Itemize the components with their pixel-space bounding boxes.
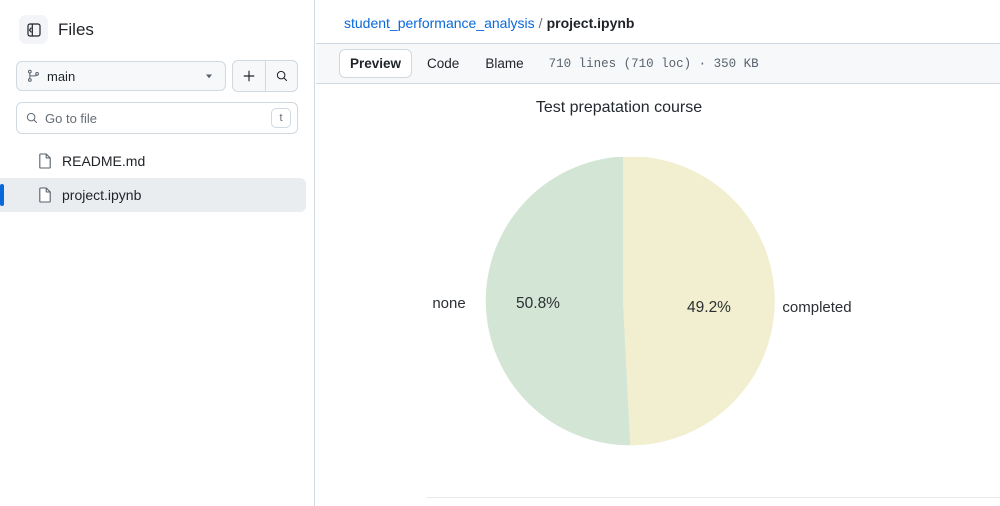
- svg-text:49.2%: 49.2%: [687, 299, 731, 316]
- svg-text:none: none: [432, 295, 465, 312]
- svg-text:50.8%: 50.8%: [516, 295, 560, 312]
- svg-text:completed: completed: [782, 299, 851, 316]
